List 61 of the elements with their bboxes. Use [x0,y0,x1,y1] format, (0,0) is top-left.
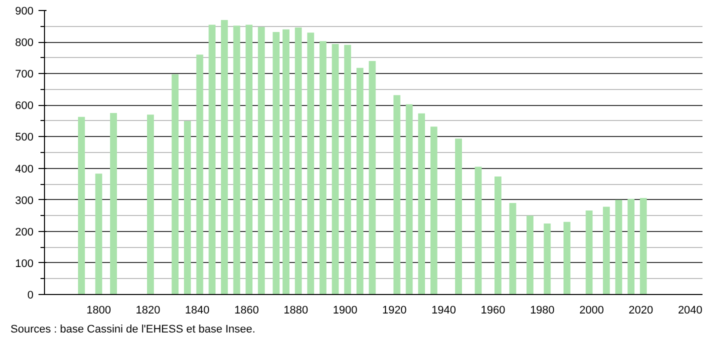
y-tick-label: 400 [15,163,34,176]
y-tick-label: 700 [15,68,34,81]
bar [509,202,516,294]
bar [172,74,179,294]
bar [430,126,438,294]
bar [147,114,154,294]
y-tick-label: 200 [15,226,34,238]
bar [368,60,376,294]
bar [95,174,102,294]
bar [208,24,216,294]
bar [78,116,85,294]
bar [418,113,426,294]
bar [246,24,252,294]
x-tick-label: 1820 [136,304,160,316]
bar [494,176,502,294]
bar [320,41,326,294]
bar [220,20,228,294]
x-tick-label: 1980 [530,304,555,316]
x-tick-label: 1940 [432,304,456,316]
bar [393,95,400,294]
bar [602,206,610,294]
x-tick-label: 2040 [678,304,702,316]
x-tick-label: 2020 [628,304,654,316]
x-tick-label: 1840 [185,304,210,316]
y-tick-label: 0 [27,290,34,302]
bar [544,224,551,294]
x-tick-label: 1860 [234,304,259,316]
bar [110,113,117,294]
bar [344,44,352,294]
x-tick-label: 1900 [332,304,358,316]
x-tick-label: 1800 [86,304,111,316]
x-tick-label: 1960 [480,304,506,316]
bar [586,210,593,294]
bar [258,26,265,294]
y-tick-label: 600 [15,100,34,112]
bar [628,198,634,294]
bar [455,138,462,294]
x-tick-label: 1920 [382,304,407,316]
bar [640,198,647,294]
bar [282,29,290,294]
bar [196,54,204,294]
bar [406,104,413,294]
bar [356,68,364,294]
bar [332,44,339,294]
y-tick-label: 900 [15,6,34,18]
bar [272,32,280,294]
x-tick-label: 1880 [284,304,308,316]
bar [184,120,191,294]
bar [294,28,302,294]
x-tick-label: 2000 [579,304,604,316]
bar [564,222,570,294]
bar [615,200,622,294]
y-tick-label: 100 [15,258,34,270]
source-note: Sources : base Cassini de l'EHESS et base Insee. [10,324,256,336]
bar [233,26,240,294]
bar [526,216,534,294]
bar [474,166,482,294]
y-tick-label: 300 [15,194,34,207]
y-tick-label: 500 [15,132,34,144]
y-tick-label: 800 [15,37,34,50]
bar [307,32,314,294]
